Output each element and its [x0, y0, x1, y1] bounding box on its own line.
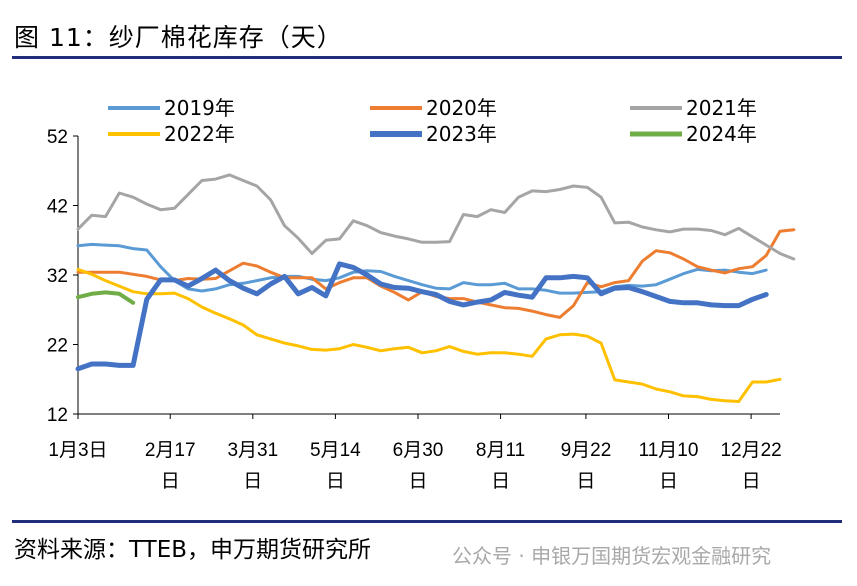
- series-line-1: [76, 242, 768, 295]
- x-tick-label: 11月10: [639, 440, 699, 461]
- series-line-6: [76, 290, 136, 305]
- x-tick-label: 3月31: [227, 440, 278, 461]
- y-tick-label: 12: [47, 405, 68, 426]
- x-tick-label: 12月22: [720, 440, 781, 461]
- source-note: 资料来源：TTEB，申万期货研究所: [14, 537, 372, 563]
- legend-label: 2024年: [686, 122, 757, 146]
- legend-label: 2022年: [164, 122, 235, 146]
- legend-label: 2019年: [164, 96, 235, 120]
- x-tick-label-line2: 日: [243, 471, 262, 492]
- x-tick-label: 1月3日: [48, 440, 107, 461]
- legend-label: 2023年: [426, 122, 497, 146]
- x-tick-label-line2: 日: [659, 471, 678, 492]
- y-tick-label: 22: [47, 336, 68, 357]
- footer-rule: [12, 520, 842, 523]
- x-tick-label-line2: 日: [742, 471, 761, 492]
- series-line-5: [75, 261, 769, 372]
- x-tick-label-line2: 日: [408, 471, 427, 492]
- y-tick-label: 52: [47, 127, 68, 148]
- watermark-text: 公众号 · 申银万国期货宏观金融研究: [452, 544, 772, 568]
- x-tick-label: 9月22: [561, 440, 612, 461]
- x-tick-label-line2: 日: [576, 471, 595, 492]
- legend-label: 2020年: [426, 96, 497, 120]
- x-tick-label: 8月11: [476, 440, 525, 461]
- chart-title: 图 11：纱厂棉花库存（天）: [14, 23, 343, 52]
- legend-label: 2021年: [686, 96, 757, 120]
- chart-legend: 2019年 2020年 2021年 2022年 2023年 2024年: [108, 96, 757, 146]
- x-tick-label-line2: 日: [326, 471, 345, 492]
- series-line-4: [76, 267, 782, 403]
- x-tick-label: 6月30: [393, 440, 444, 461]
- y-tick-label: 32: [47, 266, 68, 287]
- series-line-3: [76, 173, 796, 261]
- x-tick-label: 2月17: [145, 440, 196, 461]
- y-tick-label: 42: [47, 197, 68, 218]
- chart-axes: 12 22 32 42 52 1月3日 2月17 日 3月31 日 5月14 日 6月30 日 8月11 日 9…: [47, 127, 782, 492]
- chart-series-lines: [75, 173, 796, 403]
- x-tick-label: 5月14: [310, 440, 361, 461]
- x-tick-label-line2: 日: [491, 471, 510, 492]
- x-tick-label-line2: 日: [161, 471, 180, 492]
- title-rule: [12, 56, 842, 59]
